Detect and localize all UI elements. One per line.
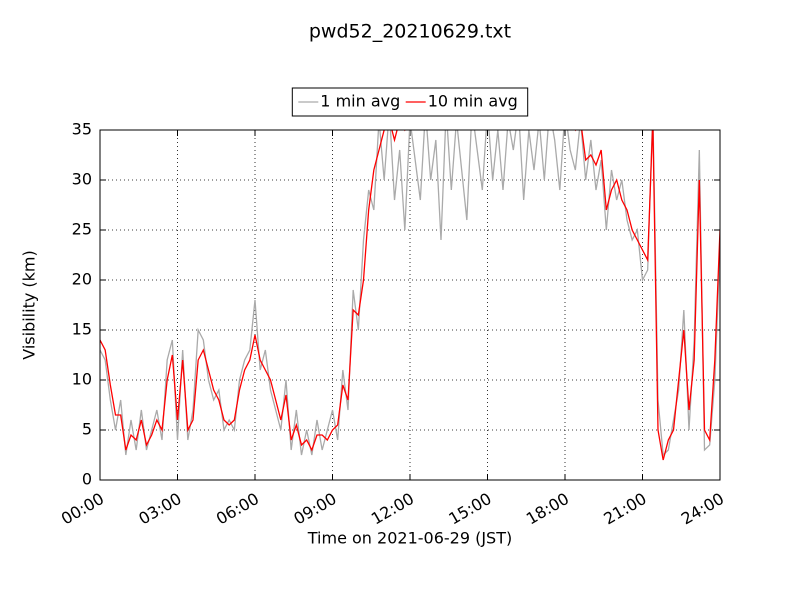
y-tick-label: 30 xyxy=(72,170,92,189)
y-tick-label: 5 xyxy=(82,420,92,439)
chart-title: pwd52_20210629.txt xyxy=(309,21,511,43)
plot-area xyxy=(100,130,720,461)
y-tick-label: 35 xyxy=(72,120,92,139)
y-tick-label: 15 xyxy=(72,320,92,339)
y-tick-label: 25 xyxy=(72,220,92,239)
y-tick-label: 20 xyxy=(72,270,92,289)
plot-frame xyxy=(99,129,721,481)
y-tick-label: 10 xyxy=(72,370,92,389)
y-tick-label: 0 xyxy=(82,470,92,489)
series-line xyxy=(100,130,720,457)
series-line xyxy=(100,130,720,461)
legend-label: 10 min avg xyxy=(428,92,518,111)
x-axis-label: Time on 2021-06-29 (JST) xyxy=(307,529,512,548)
legend-label: 1 min avg xyxy=(320,92,400,111)
y-axis-label: Visibility (km) xyxy=(20,250,39,359)
